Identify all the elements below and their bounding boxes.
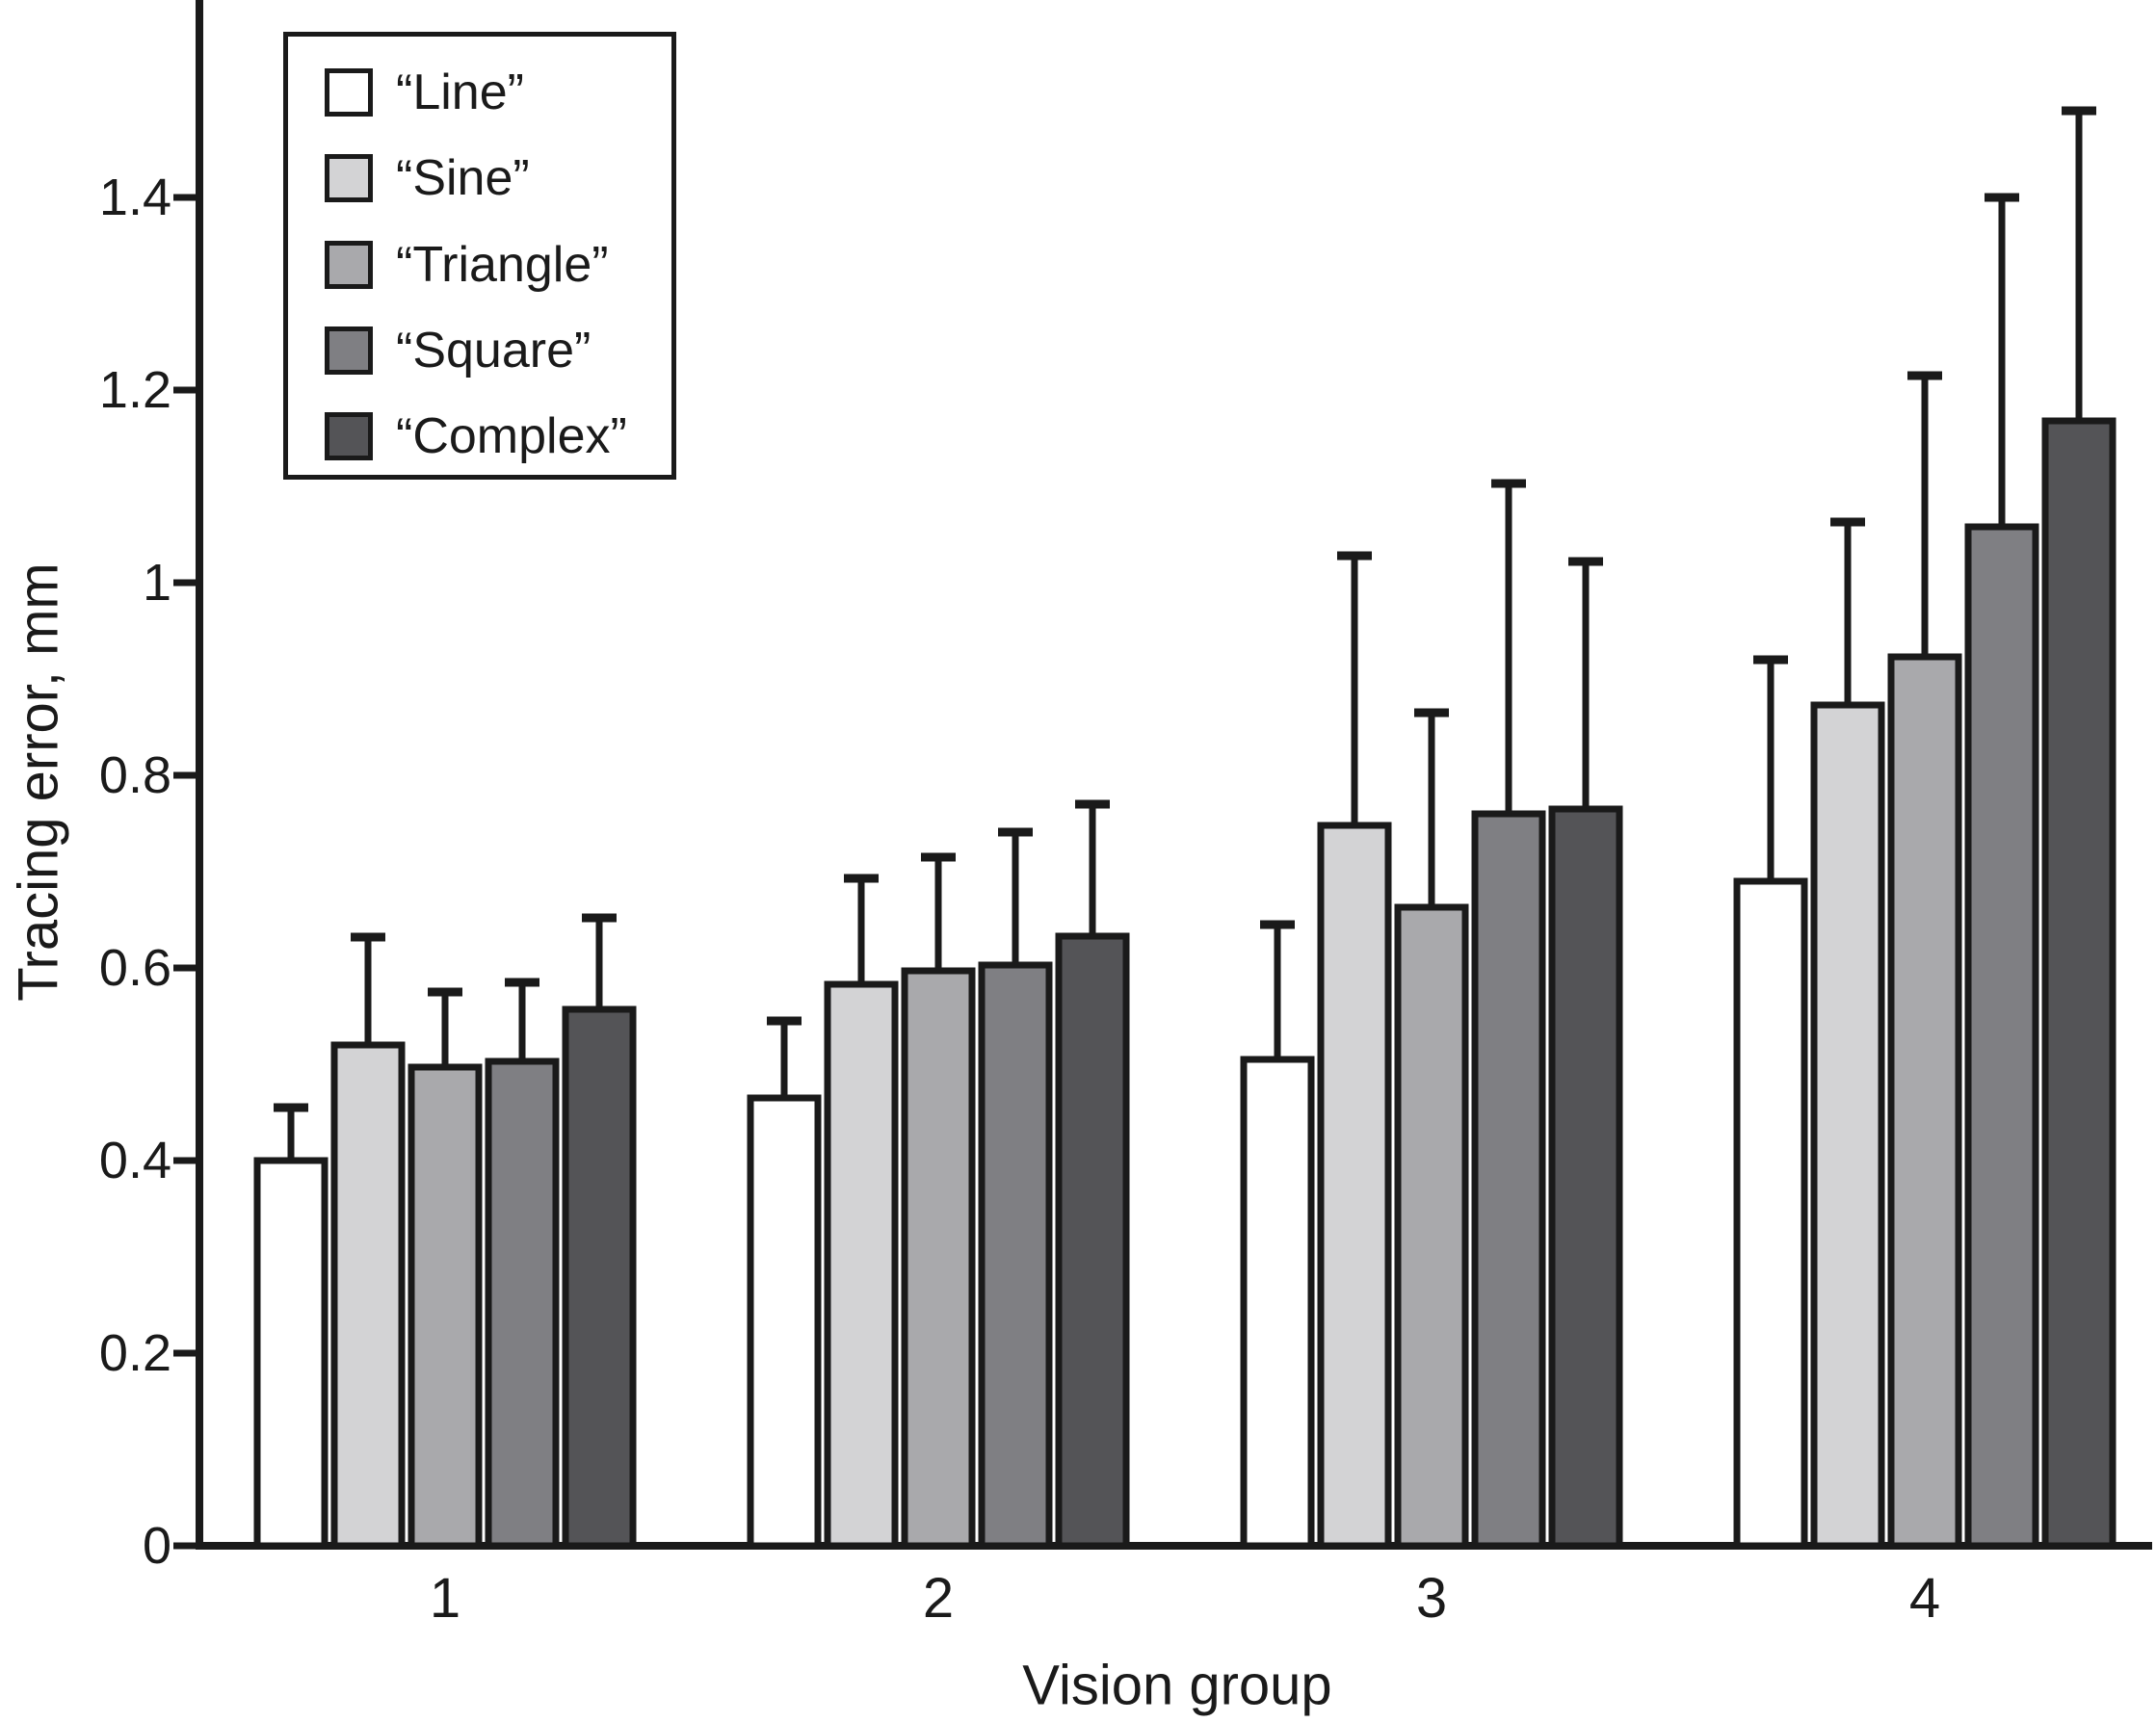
bar-group1-2 [330,1041,406,1550]
bar-group3-3 [1394,903,1469,1550]
y-axis-title: Tracing error, mm [7,562,70,1002]
bar-group1-3 [408,1063,483,1550]
legend-label-complex: “Complex” [396,408,627,464]
legend-item-triangle: “Triangle” [325,240,662,290]
legend-label-square: “Square” [396,322,592,379]
bar-group3-4 [1471,810,1546,1550]
bar-group4-1 [1733,877,1808,1550]
legend-label-sine: “Sine” [396,150,530,207]
bar-group1-5 [562,1005,637,1550]
bar-group4-3 [1887,653,1962,1550]
legend-item-line: “Line” [325,67,662,117]
bar-group3-5 [1548,805,1623,1550]
legend-swatch-triangle [325,240,373,289]
bar-group4-5 [2041,417,2117,1550]
legend-swatch-square [325,326,373,375]
bar-group3-2 [1317,822,1392,1550]
bar-group2-5 [1055,932,1130,1550]
legend-label-triangle: “Triangle” [396,236,609,293]
legend-swatch-complex [325,412,373,460]
bar-group4-2 [1810,701,1885,1550]
bar-group2-2 [824,980,899,1550]
bar-group2-3 [901,967,976,1550]
bar-group3-1 [1240,1056,1315,1550]
bar-group2-1 [747,1094,822,1550]
legend-swatch-line [325,68,373,117]
legend-swatch-sine [325,154,373,203]
bar-group1-1 [253,1157,329,1550]
legend-item-sine: “Sine” [325,153,662,203]
legend: “Line” “Sine” “Triangle” “Square” “Compl… [283,32,676,480]
bar-group4-4 [1964,523,2039,1550]
bar-group1-4 [485,1057,560,1550]
legend-item-complex: “Complex” [325,411,662,461]
legend-item-square: “Square” [325,326,662,376]
bar-group2-4 [978,961,1053,1550]
legend-label-line: “Line” [396,65,524,120]
x-axis-title: Vision group [1022,1654,1332,1717]
